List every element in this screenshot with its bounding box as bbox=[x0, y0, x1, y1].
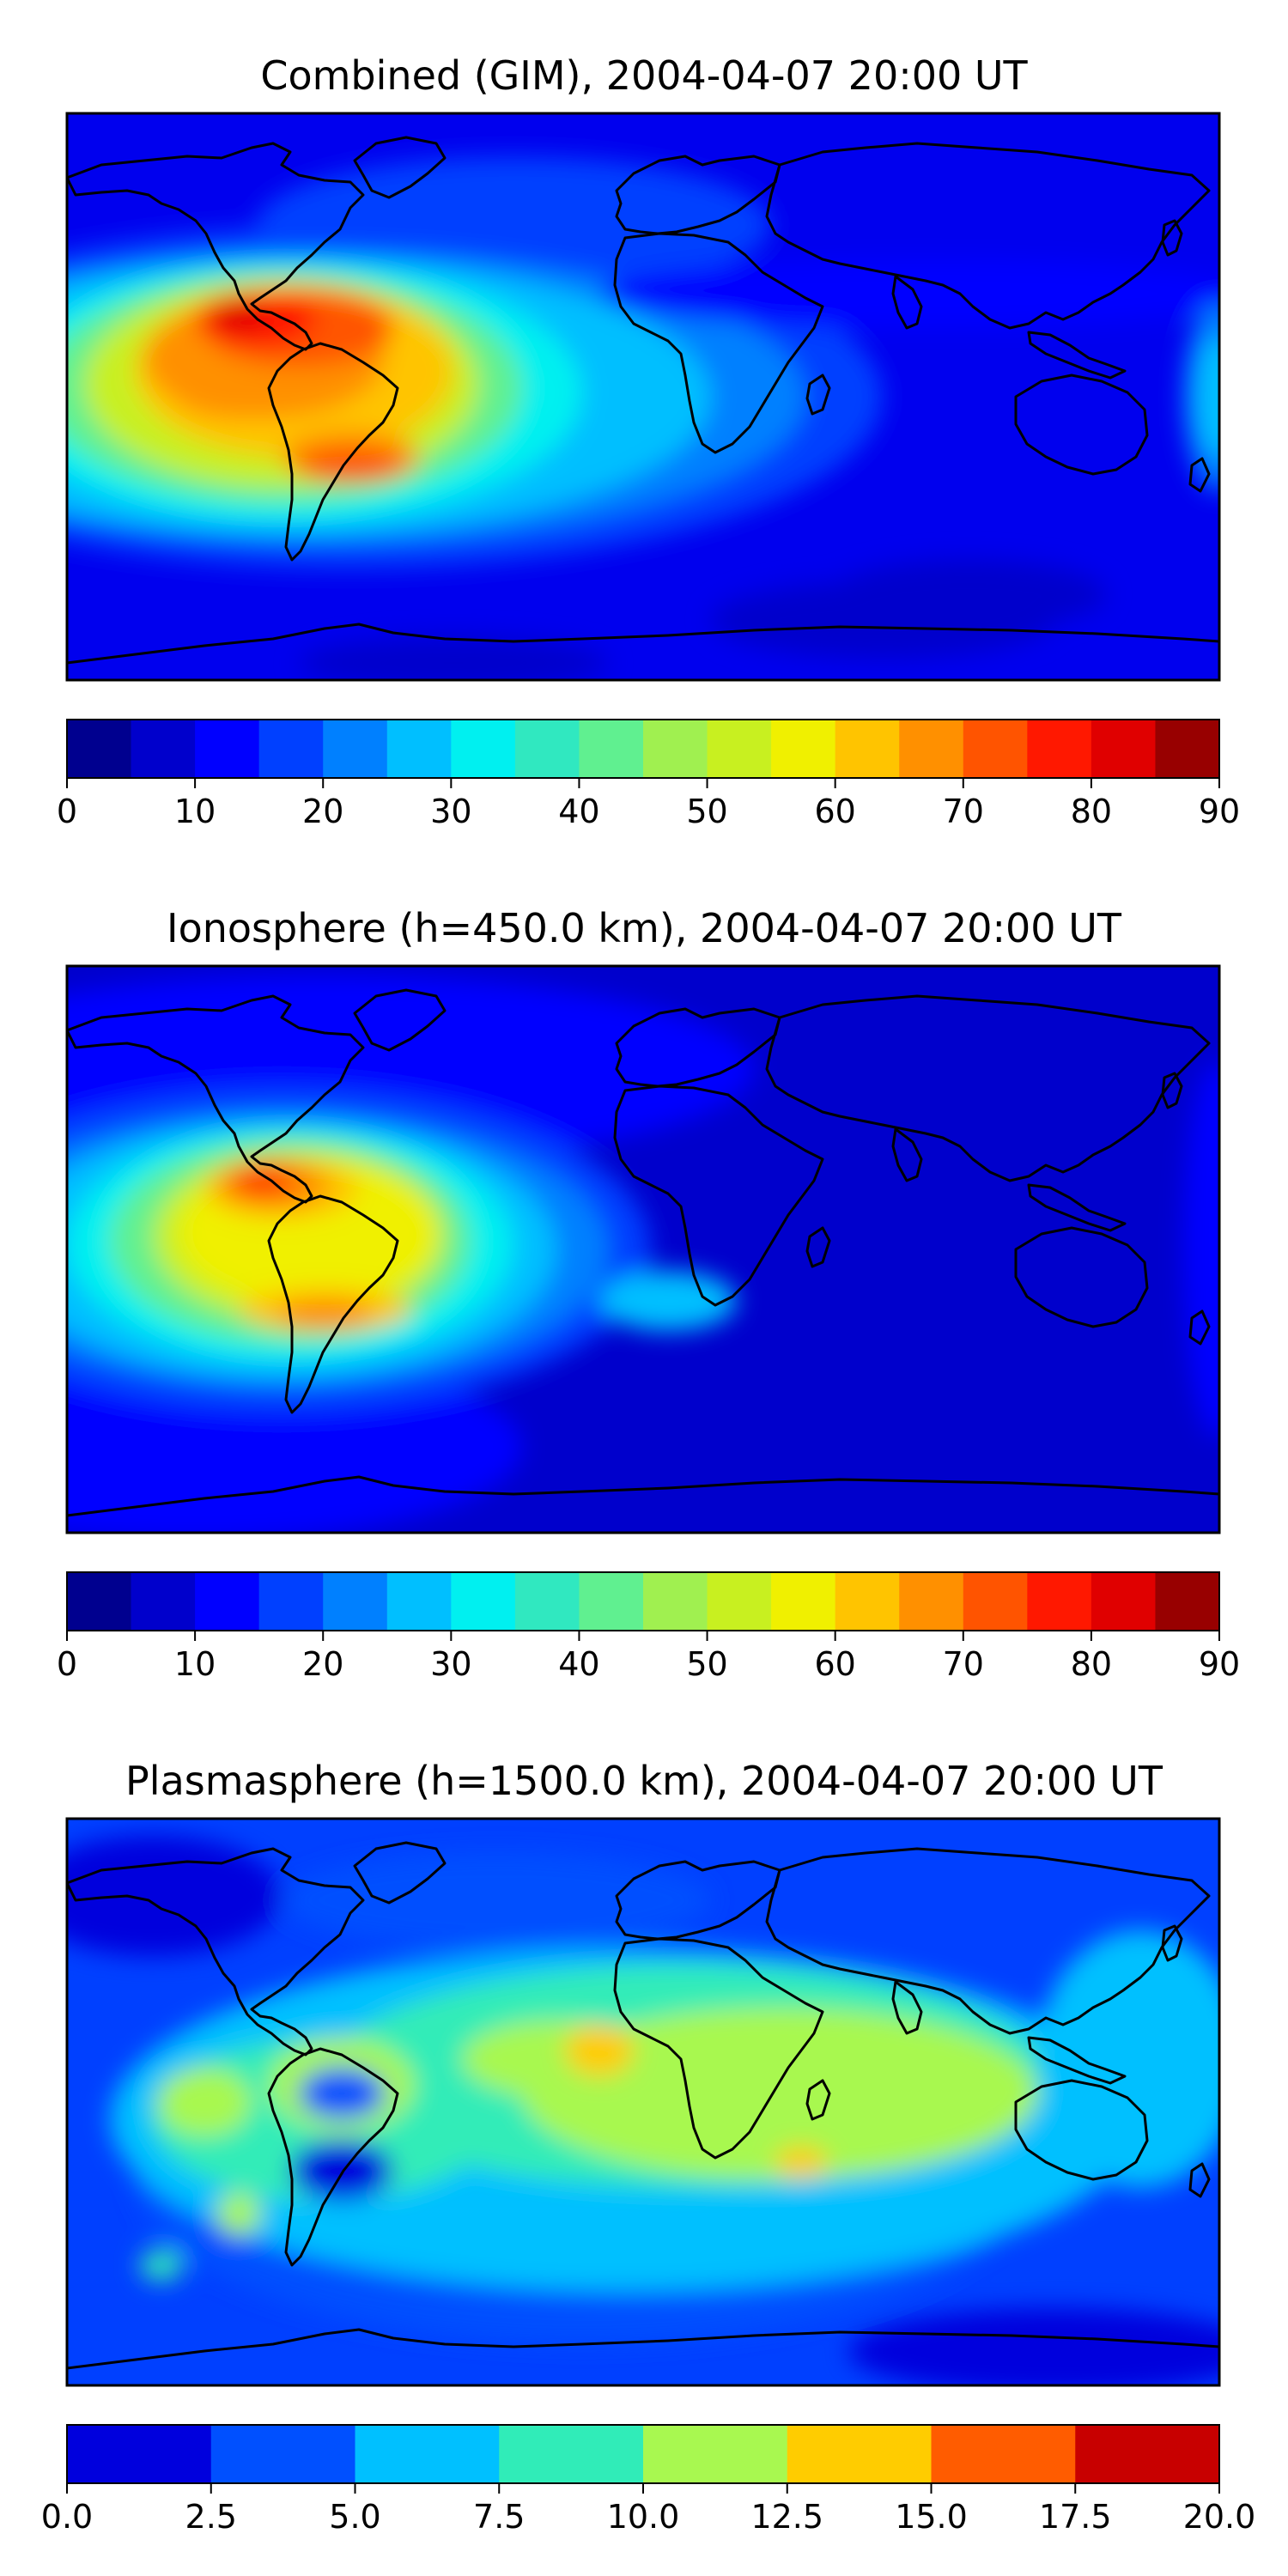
colorbar-segment bbox=[787, 2425, 933, 2483]
colorbar: 0 10 20 30 40 50 60 70 80 90 bbox=[57, 719, 1240, 830]
colorbar-segment bbox=[67, 720, 132, 778]
colorbar-tick-label: 20 bbox=[302, 793, 343, 830]
colorbar-segment bbox=[1155, 1572, 1220, 1631]
colorbar-segment bbox=[835, 1572, 900, 1631]
colorbar-segment bbox=[643, 2425, 788, 2483]
colorbar-segment bbox=[451, 720, 516, 778]
colorbar-tick-label: 2.5 bbox=[185, 2498, 237, 2536]
colorbar-tick-label: 15.0 bbox=[895, 2498, 968, 2536]
colorbar-segment bbox=[1027, 1572, 1092, 1631]
map-frame bbox=[65, 1817, 1221, 2387]
colorbar-segment bbox=[210, 2425, 356, 2483]
colorbar-tick-label: 10 bbox=[174, 1645, 216, 1683]
panel-title: Plasmasphere (h=1500.0 km), 2004-04-07 2… bbox=[125, 1758, 1163, 1804]
colorbar-tick-label: 20.0 bbox=[1183, 2498, 1256, 2536]
colorbar-segment bbox=[131, 720, 196, 778]
colorbar-segment bbox=[355, 2425, 500, 2483]
colorbar-segment bbox=[67, 2425, 212, 2483]
colorbar-segment bbox=[899, 720, 964, 778]
colorbar-segment bbox=[1155, 720, 1220, 778]
colorbar-segment bbox=[771, 1572, 836, 1631]
colorbar-segment bbox=[1091, 1572, 1157, 1631]
colorbar-tick-label: 17.5 bbox=[1039, 2498, 1112, 2536]
colorbar-tick-label: 90 bbox=[1199, 793, 1240, 830]
colorbar-segment bbox=[643, 1572, 708, 1631]
colorbar-tick-label: 7.5 bbox=[473, 2498, 525, 2536]
colorbar-segment bbox=[323, 720, 388, 778]
colorbar-segment bbox=[258, 1572, 324, 1631]
colorbar-tick-label: 50 bbox=[686, 793, 727, 830]
colorbar-segment bbox=[643, 720, 708, 778]
colorbar-tick-label: 12.5 bbox=[750, 2498, 823, 2536]
panel-title: Ionosphere (h=450.0 km), 2004-04-07 20:0… bbox=[167, 905, 1122, 951]
colorbar-tick-label: 70 bbox=[943, 1645, 984, 1683]
colorbar-tick-label: 40 bbox=[558, 793, 599, 830]
colorbar-tick-label: 70 bbox=[943, 793, 984, 830]
colorbar-segment bbox=[931, 2425, 1076, 2483]
colorbar-tick-label: 50 bbox=[686, 1645, 727, 1683]
colorbar-tick-label: 0 bbox=[57, 1645, 77, 1683]
colorbar-tick-label: 10 bbox=[174, 793, 216, 830]
colorbar-tick-label: 40 bbox=[558, 1645, 599, 1683]
colorbar-segment bbox=[131, 1572, 196, 1631]
colorbar-segment bbox=[195, 720, 260, 778]
panel-plasmasphere: Plasmasphere (h=1500.0 km), 2004-04-07 2… bbox=[41, 1758, 1256, 2536]
colorbar-tick-label: 5.0 bbox=[329, 2498, 380, 2536]
colorbar-segment bbox=[899, 1572, 964, 1631]
colorbar-segment bbox=[771, 720, 836, 778]
colorbar-segment bbox=[258, 720, 324, 778]
colorbar-segment bbox=[499, 2425, 644, 2483]
colorbar-frame bbox=[66, 719, 1220, 779]
colorbar-tick-label: 60 bbox=[814, 1645, 855, 1683]
colorbar: 0.0 2.5 5.0 7.5 10.0 12.5 15.0 17.5 20.0 bbox=[41, 2424, 1256, 2536]
colorbar-tick-label: 30 bbox=[430, 793, 471, 830]
colorbar-segment bbox=[1091, 720, 1157, 778]
colorbar-segment bbox=[579, 720, 644, 778]
colorbar-tick-label: 80 bbox=[1071, 1645, 1112, 1683]
colorbar-tick-label: 0 bbox=[57, 793, 77, 830]
tec-contour-map bbox=[67, 1819, 1219, 2385]
colorbar-segment bbox=[386, 1572, 452, 1631]
colorbar-segment bbox=[835, 720, 900, 778]
map-frame bbox=[65, 112, 1221, 682]
colorbar-segment bbox=[195, 1572, 260, 1631]
colorbar-frame bbox=[66, 1571, 1220, 1631]
colorbar-tick-label: 0.0 bbox=[41, 2498, 93, 2536]
panel-title: Combined (GIM), 2004-04-07 20:00 UT bbox=[260, 52, 1028, 99]
colorbar-segment bbox=[514, 1572, 580, 1631]
colorbar-segment bbox=[386, 720, 452, 778]
colorbar-segment bbox=[707, 1572, 772, 1631]
colorbar: 0 10 20 30 40 50 60 70 80 90 bbox=[57, 1571, 1240, 1683]
colorbar-segment bbox=[707, 720, 772, 778]
colorbar-segment bbox=[1075, 2425, 1220, 2483]
colorbar-tick-label: 80 bbox=[1071, 793, 1112, 830]
colorbar-segment bbox=[1027, 720, 1092, 778]
colorbar-tick-label: 10.0 bbox=[607, 2498, 680, 2536]
tec-contour-map bbox=[67, 113, 1219, 680]
colorbar-tick-label: 60 bbox=[814, 793, 855, 830]
colorbar-tick-label: 90 bbox=[1199, 1645, 1240, 1683]
colorbar-segment bbox=[579, 1572, 644, 1631]
colorbar-segment bbox=[323, 1572, 388, 1631]
colorbar-segment bbox=[67, 1572, 132, 1631]
colorbar-segment bbox=[451, 1572, 516, 1631]
colorbar-tick-label: 30 bbox=[430, 1645, 471, 1683]
map-frame bbox=[65, 964, 1221, 1534]
colorbar-segment bbox=[963, 720, 1028, 778]
colorbar-segment bbox=[963, 1572, 1028, 1631]
panel-combined: Combined (GIM), 2004-04-07 20:00 UT bbox=[57, 52, 1240, 830]
colorbar-segment bbox=[514, 720, 580, 778]
tec-contour-map bbox=[67, 966, 1219, 1533]
panel-ionosphere: Ionosphere (h=450.0 km), 2004-04-07 20:0… bbox=[57, 905, 1240, 1683]
colorbar-tick-label: 20 bbox=[302, 1645, 343, 1683]
